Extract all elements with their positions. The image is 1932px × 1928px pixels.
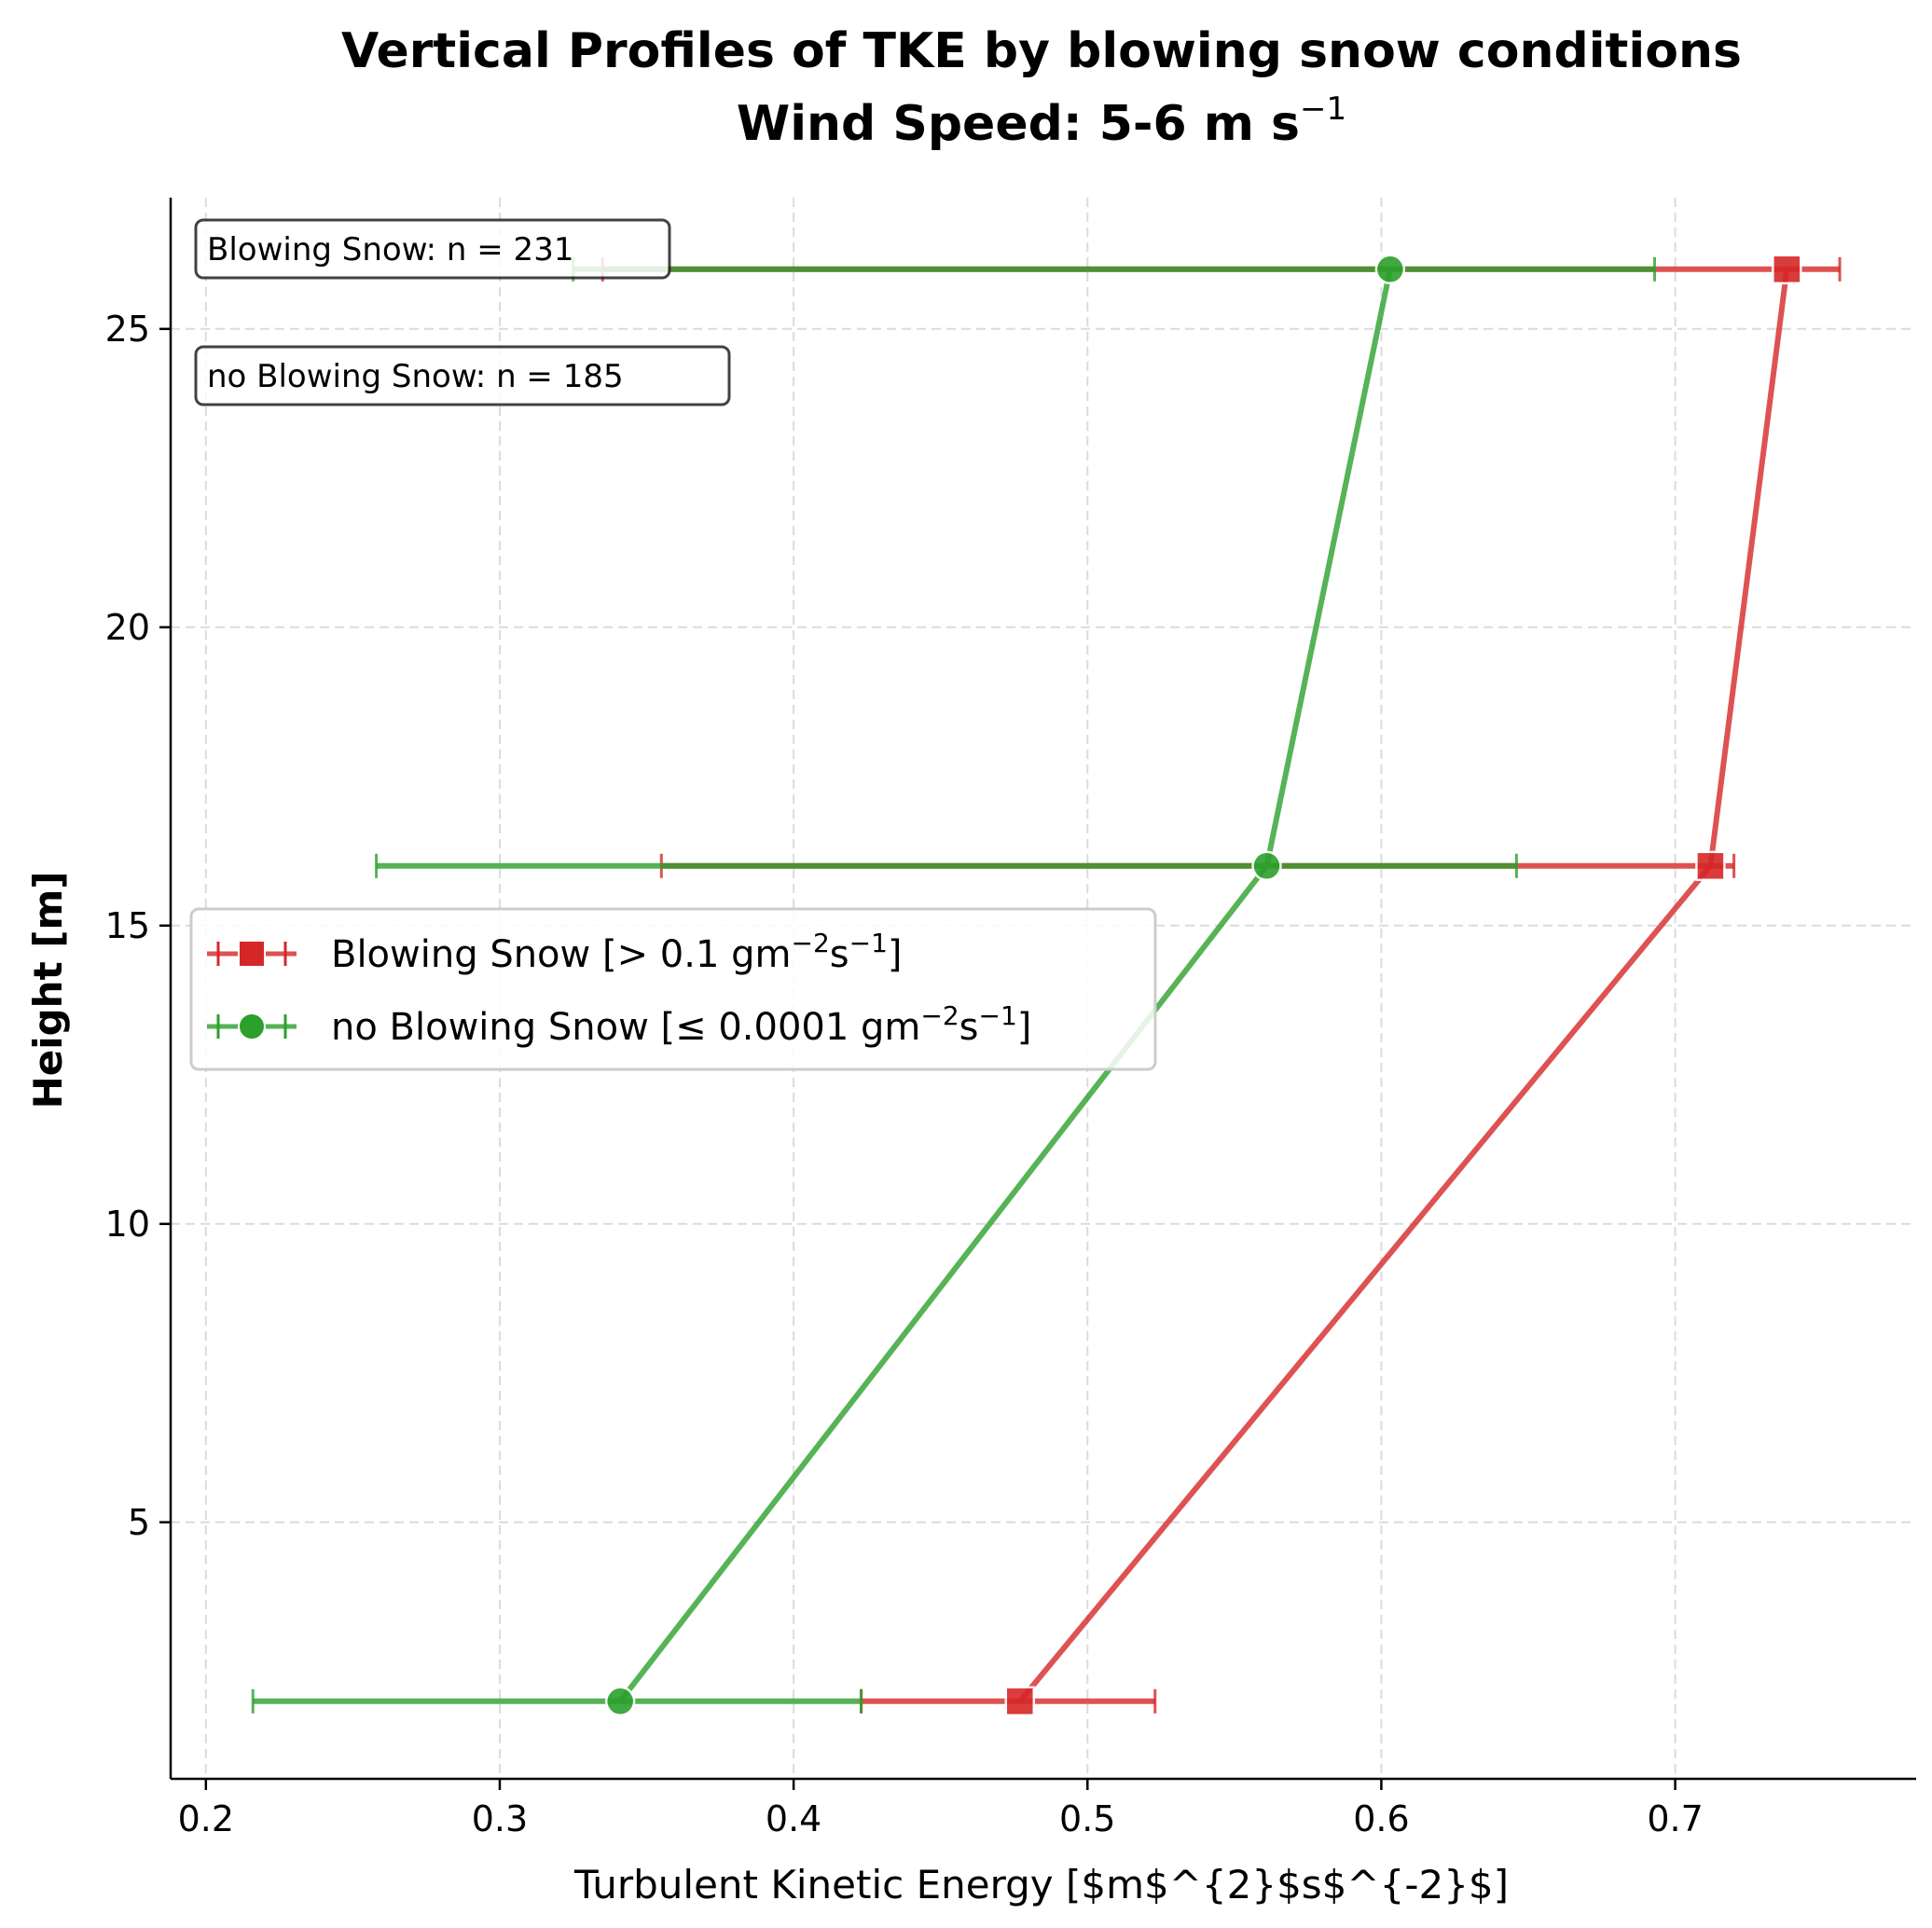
legend-entry-no-blowing-snow: no Blowing Snow [≤ 0.0001 gm−2s−1] — [207, 1000, 1031, 1049]
y-axis-label: Height [m] — [25, 872, 71, 1109]
chart-title-line2-sup: −1 — [1300, 90, 1346, 128]
legend-marker-square — [238, 940, 266, 968]
x-tick-label: 0.5 — [1059, 1798, 1115, 1839]
data-point-square — [1772, 254, 1802, 285]
y-tick-label: 25 — [105, 309, 150, 350]
data-point-circle — [1374, 254, 1406, 285]
y-tick-label: 15 — [105, 905, 150, 946]
x-axis-label: Turbulent Kinetic Energy [$m$^{2}$s$^{-2… — [573, 1862, 1509, 1907]
annotation-box — [194, 345, 731, 406]
legend-label: no Blowing Snow [≤ 0.0001 gm−2s−1] — [331, 1000, 1031, 1049]
data-point-square — [1004, 1686, 1036, 1717]
x-tick-label: 0.7 — [1647, 1798, 1703, 1839]
legend-label: Blowing Snow [> 0.1 gm−2s−1] — [331, 928, 903, 976]
annotation-blowing-snow: Blowing Snow: n = 231 — [194, 218, 671, 280]
annotation-text: Blowing Snow: n = 231 — [207, 231, 573, 269]
chart-title-line1: Vertical Profiles of TKE by blowing snow… — [341, 23, 1742, 79]
x-tick-label: 0.3 — [472, 1798, 528, 1839]
annotation-text: no Blowing Snow: n = 185 — [207, 358, 624, 395]
legend-marker-circle — [238, 1012, 266, 1040]
annotation-box — [194, 218, 671, 280]
chart-title-line2: Wind Speed: 5-6 m s−1 — [737, 90, 1346, 152]
legend: Blowing Snow [> 0.1 gm−2s−1] no Blowing … — [189, 907, 1157, 1071]
axes — [169, 198, 1916, 1781]
data-point-square — [1695, 850, 1726, 882]
legend-entry-blowing-snow: Blowing Snow [> 0.1 gm−2s−1] — [207, 928, 903, 976]
x-tick-label: 0.6 — [1353, 1798, 1409, 1839]
y-tick-label: 5 — [128, 1502, 150, 1543]
legend-box — [189, 907, 1157, 1071]
series-layer — [251, 254, 1842, 1717]
x-tick-label: 0.4 — [766, 1798, 821, 1839]
annotation-no-blowing-snow: no Blowing Snow: n = 185 — [194, 345, 731, 406]
ticks: 0.2 0.3 0.4 0.5 0.6 0.7 5 10 15 20 25 — [105, 309, 1704, 1839]
chart-title-line2-main: Wind Speed: 5-6 m s — [737, 96, 1300, 152]
y-tick-label: 10 — [105, 1204, 150, 1245]
x-tick-label: 0.2 — [178, 1798, 234, 1839]
series-no-blowing-snow — [251, 254, 1657, 1717]
data-point-circle — [1251, 850, 1282, 882]
data-point-circle — [604, 1686, 636, 1717]
y-tick-label: 20 — [105, 607, 150, 648]
